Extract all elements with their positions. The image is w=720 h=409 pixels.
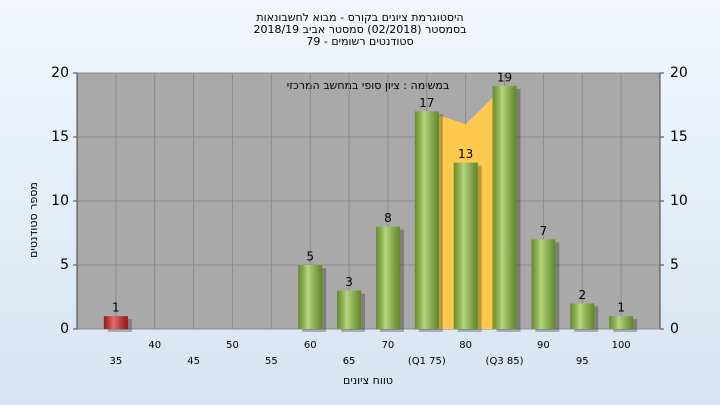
y2-tick-label: 15 [670,129,688,145]
x-tick-label: 60 [304,340,317,351]
bar-shine [298,265,323,329]
y2-tick-label: 20 [670,65,688,81]
bar-shine [375,226,400,329]
x-tick-label: (Q3 85) [486,356,524,367]
bar-shine [453,162,478,329]
data-label: 3 [345,275,353,289]
data-label: 5 [306,250,314,264]
y-tick-label: 10 [51,193,69,209]
bar-shine [609,316,634,329]
y2-tick-label: 0 [670,321,679,337]
y-axis-label: מספר סטודנטים [27,182,40,258]
y-tick-label: 0 [60,321,69,337]
x-tick-label: 100 [612,340,631,351]
chart-subtitle: בסמסטר (02/2018) סמסטר אביב 2018/19 [253,23,466,36]
y-tick-label: 20 [51,65,69,81]
data-label: 7 [540,224,548,238]
x-tick-label: 35 [109,356,122,367]
x-tick-label: 90 [537,340,550,351]
data-label: 17 [419,96,434,110]
data-label: 8 [384,211,392,225]
chart-title: היסטוגרמת ציונים בקורס - מבוא לחשבונאות [256,11,463,24]
chart-subtitle: סטודנטים רשומים - 79 [306,35,413,48]
x-tick-label: 40 [148,340,161,351]
y-tick-label: 15 [51,129,69,145]
x-axis-label: טווח ציונים [343,374,393,387]
bar-shine [103,316,128,329]
x-tick-label: 45 [187,356,200,367]
data-label: 19 [497,70,512,84]
x-tick-label: 55 [265,356,278,367]
x-tick-label: (Q1 75) [408,356,446,367]
data-label: 1 [617,301,625,315]
bar-shine [337,290,362,329]
x-tick-label: 95 [576,356,589,367]
x-tick-label: 65 [343,356,356,367]
x-tick-label: 50 [226,340,239,351]
x-tick-label: 70 [382,340,395,351]
y-tick-label: 5 [60,257,69,273]
bar-shine [531,239,556,329]
data-label: 1 [112,301,120,315]
bar-shine [414,111,439,330]
y2-tick-label: 5 [670,257,679,273]
bar-shine [570,303,595,329]
y2-tick-label: 10 [670,193,688,209]
data-label: 13 [458,147,473,161]
data-label: 2 [578,288,586,302]
annotation: במשימה : ציון סופי במחשב המרכזי [287,79,450,92]
bar-shine [492,85,517,329]
x-tick-label: 80 [459,340,472,351]
